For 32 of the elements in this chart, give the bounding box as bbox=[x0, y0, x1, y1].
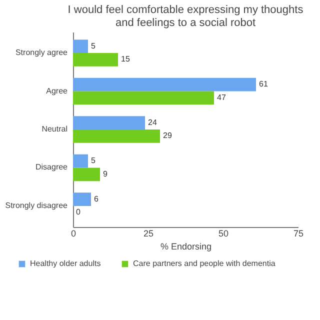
data-label: 61 bbox=[259, 80, 268, 89]
legend-label: Healthy older adults bbox=[30, 259, 101, 268]
data-label: 9 bbox=[103, 169, 108, 178]
data-label: 24 bbox=[148, 118, 158, 127]
bar bbox=[73, 192, 91, 206]
y-tick-label: Strongly disagree bbox=[5, 200, 68, 210]
y-tick-label: Strongly agree bbox=[15, 48, 68, 58]
x-tick-label: 0 bbox=[70, 228, 76, 238]
bar bbox=[73, 168, 100, 182]
y-tick-label: Agree bbox=[46, 86, 68, 96]
bar bbox=[73, 40, 88, 54]
data-label: 15 bbox=[121, 54, 130, 64]
data-label: 29 bbox=[163, 131, 172, 140]
x-tick-label: 50 bbox=[218, 228, 229, 238]
x-axis-title: % Endorsing bbox=[160, 242, 212, 252]
chart-title: I would feel comfortable expressing my thoughts and feelings to a social robot bbox=[68, 4, 304, 29]
bar bbox=[73, 130, 160, 143]
data-label: 5 bbox=[91, 156, 96, 166]
data-label: 0 bbox=[76, 208, 81, 217]
bar bbox=[73, 53, 118, 66]
data-label: 47 bbox=[217, 92, 226, 102]
y-tick-label: Neutral bbox=[42, 124, 68, 134]
bar bbox=[73, 78, 256, 92]
y-tick-label: Disagree bbox=[35, 162, 68, 172]
x-tick-label: 75 bbox=[293, 228, 304, 238]
x-tick-label: 25 bbox=[143, 228, 154, 238]
bar bbox=[73, 116, 145, 130]
data-label: 5 bbox=[91, 41, 96, 50]
bar bbox=[73, 154, 88, 168]
legend-label: Care partners and people with dementia bbox=[133, 259, 276, 268]
bar bbox=[73, 91, 214, 105]
data-label: 6 bbox=[94, 194, 99, 204]
